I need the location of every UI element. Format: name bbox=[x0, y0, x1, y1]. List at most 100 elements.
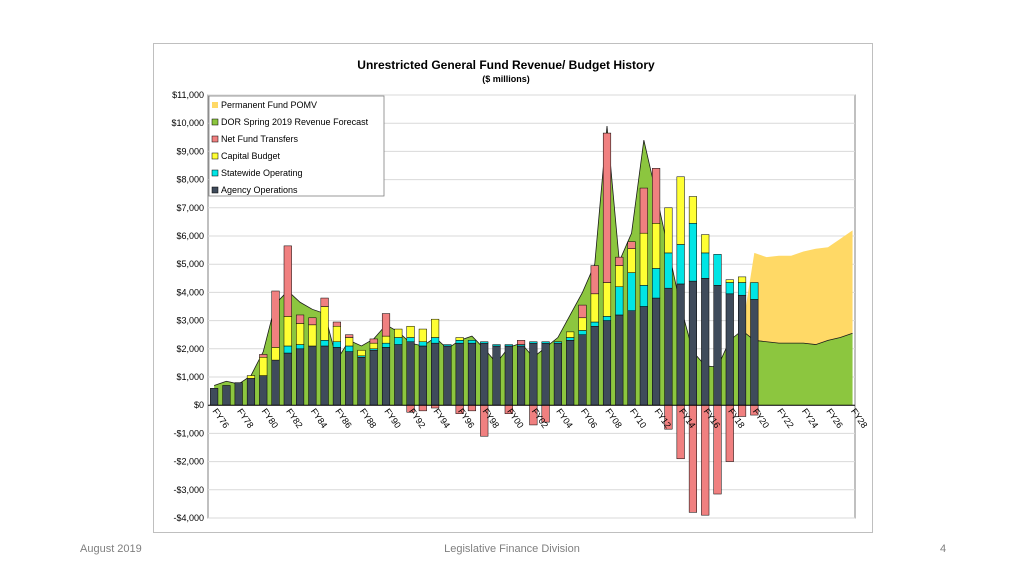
y-tick-label: -$1,000 bbox=[173, 428, 204, 438]
legend: Permanent Fund POMV DOR Spring 2019 Reven… bbox=[208, 95, 385, 197]
legend-item-statewide-operating: Statewide Operating bbox=[211, 168, 303, 178]
capital-budget-bar bbox=[406, 325, 415, 338]
capital-budget-bar bbox=[283, 316, 292, 347]
statewide-operating-bar bbox=[590, 321, 599, 327]
agency-operations-bar bbox=[627, 310, 636, 406]
net-fund-transfers-bar bbox=[418, 404, 427, 412]
agency-operations-bar bbox=[737, 294, 747, 406]
x-tick-label: FY06 bbox=[579, 407, 600, 430]
net-fund-transfers-bar bbox=[652, 168, 661, 224]
capital-budget-bar bbox=[345, 337, 354, 347]
x-tick-label: FY84 bbox=[309, 407, 330, 430]
agency-operations-bar bbox=[246, 378, 256, 406]
chart-title: Unrestricted General Fund Revenue/ Budge… bbox=[357, 58, 655, 72]
agency-operations-bar bbox=[381, 347, 391, 406]
statewide-operating-bar bbox=[553, 341, 562, 344]
bars bbox=[210, 132, 759, 516]
agency-operations-bar bbox=[394, 344, 403, 406]
agency-operations-bar bbox=[553, 342, 562, 406]
net-fund-transfers-bar bbox=[332, 321, 341, 327]
statewide-operating-bar bbox=[541, 341, 550, 344]
statewide-operating-bar bbox=[750, 282, 759, 300]
capital-budget-bar bbox=[296, 323, 305, 345]
net-fund-transfers-bar bbox=[578, 304, 587, 319]
statewide-operating-bar bbox=[381, 342, 391, 348]
capital-budget-bar bbox=[578, 317, 587, 331]
statewide-operating-bar bbox=[320, 340, 329, 347]
net-fund-transfers-bar bbox=[602, 132, 612, 283]
x-tick-label: FY20 bbox=[751, 407, 772, 430]
statewide-operating-bar bbox=[406, 337, 415, 342]
x-tick-label: FY82 bbox=[284, 407, 305, 430]
capital-budget-bar bbox=[381, 335, 391, 344]
agency-operations-bar bbox=[566, 340, 575, 406]
statewide-operating-bar bbox=[676, 244, 685, 285]
legend-label: Net Fund Transfers bbox=[221, 134, 299, 144]
y-tick-label: -$3,000 bbox=[173, 485, 204, 495]
legend-swatch bbox=[211, 152, 219, 160]
y-tick-label: $3,000 bbox=[176, 316, 204, 326]
agency-operations-bar bbox=[480, 342, 489, 406]
y-tick-label: $10,000 bbox=[171, 118, 204, 128]
net-fund-transfers-bar bbox=[369, 338, 378, 344]
legend-label: Statewide Operating bbox=[221, 168, 303, 178]
agency-operations-bar bbox=[492, 345, 501, 406]
agency-operations-bar bbox=[320, 345, 329, 406]
capital-budget-bar bbox=[431, 318, 440, 338]
agency-operations-bar bbox=[283, 352, 292, 406]
legend-swatch bbox=[211, 118, 219, 126]
agency-operations-bar bbox=[308, 345, 317, 406]
net-fund-transfers-bar bbox=[467, 404, 477, 412]
statewide-operating-bar bbox=[566, 337, 575, 341]
capital-budget-bar bbox=[455, 337, 464, 341]
capital-budget-bar bbox=[357, 349, 366, 357]
legend-swatch bbox=[212, 102, 218, 108]
chart-subtitle: ($ millions) bbox=[482, 74, 530, 84]
x-tick-label: FY78 bbox=[235, 407, 256, 430]
statewide-operating-bar bbox=[737, 282, 747, 296]
statewide-operating-bar bbox=[725, 282, 734, 295]
agency-operations-bar bbox=[345, 351, 354, 406]
x-tick-label: FY04 bbox=[554, 407, 575, 430]
agency-operations-bar bbox=[701, 278, 710, 406]
agency-operations-bar bbox=[406, 341, 415, 406]
statewide-operating-bar bbox=[627, 272, 636, 311]
agency-operations-bar bbox=[357, 357, 366, 406]
agency-operations-bar bbox=[725, 293, 734, 406]
statewide-operating-bar bbox=[602, 316, 612, 321]
y-tick-label: -$4,000 bbox=[173, 513, 204, 523]
statewide-operating-bar bbox=[639, 285, 648, 307]
agency-operations-bar bbox=[210, 388, 219, 406]
agency-operations-bar bbox=[443, 345, 452, 406]
agency-operations-bar bbox=[652, 297, 661, 406]
capital-budget-bar bbox=[664, 207, 673, 254]
net-fund-transfers-bar bbox=[308, 317, 317, 326]
y-tick-label: -$2,000 bbox=[173, 457, 204, 467]
x-tick-label: FY24 bbox=[800, 407, 821, 430]
agency-operations-bar bbox=[676, 283, 685, 406]
agency-operations-bar bbox=[713, 285, 722, 406]
statewide-operating-bar bbox=[529, 341, 538, 344]
legend-item-agency-operations: Agency Operations bbox=[211, 185, 298, 195]
chart-frame: Unrestricted General Fund Revenue/ Budge… bbox=[153, 43, 873, 533]
x-tick-label: FY22 bbox=[775, 407, 796, 430]
net-fund-transfers-bar bbox=[271, 290, 280, 348]
capital-budget-bar bbox=[418, 328, 427, 342]
legend-label: Permanent Fund POMV bbox=[221, 100, 317, 110]
x-tick-label: FY94 bbox=[431, 407, 452, 430]
y-tick-label: $2,000 bbox=[176, 344, 204, 354]
x-tick-label: FY80 bbox=[260, 407, 281, 430]
statewide-operating-bar bbox=[701, 252, 710, 279]
agency-operations-bar bbox=[602, 320, 612, 406]
x-tick-label: FY08 bbox=[603, 407, 624, 430]
agency-operations-bar bbox=[234, 382, 243, 406]
footer-date: August 2019 bbox=[80, 543, 142, 555]
capital-budget-bar bbox=[394, 328, 403, 338]
legend-swatch bbox=[211, 135, 219, 143]
capital-budget-bar bbox=[652, 223, 661, 269]
net-fund-transfers-bar bbox=[590, 265, 599, 295]
agency-operations-bar bbox=[296, 348, 305, 406]
y-tick-label: $1,000 bbox=[176, 372, 204, 382]
agency-operations-bar bbox=[750, 299, 759, 406]
capital-budget-bar bbox=[639, 232, 648, 286]
